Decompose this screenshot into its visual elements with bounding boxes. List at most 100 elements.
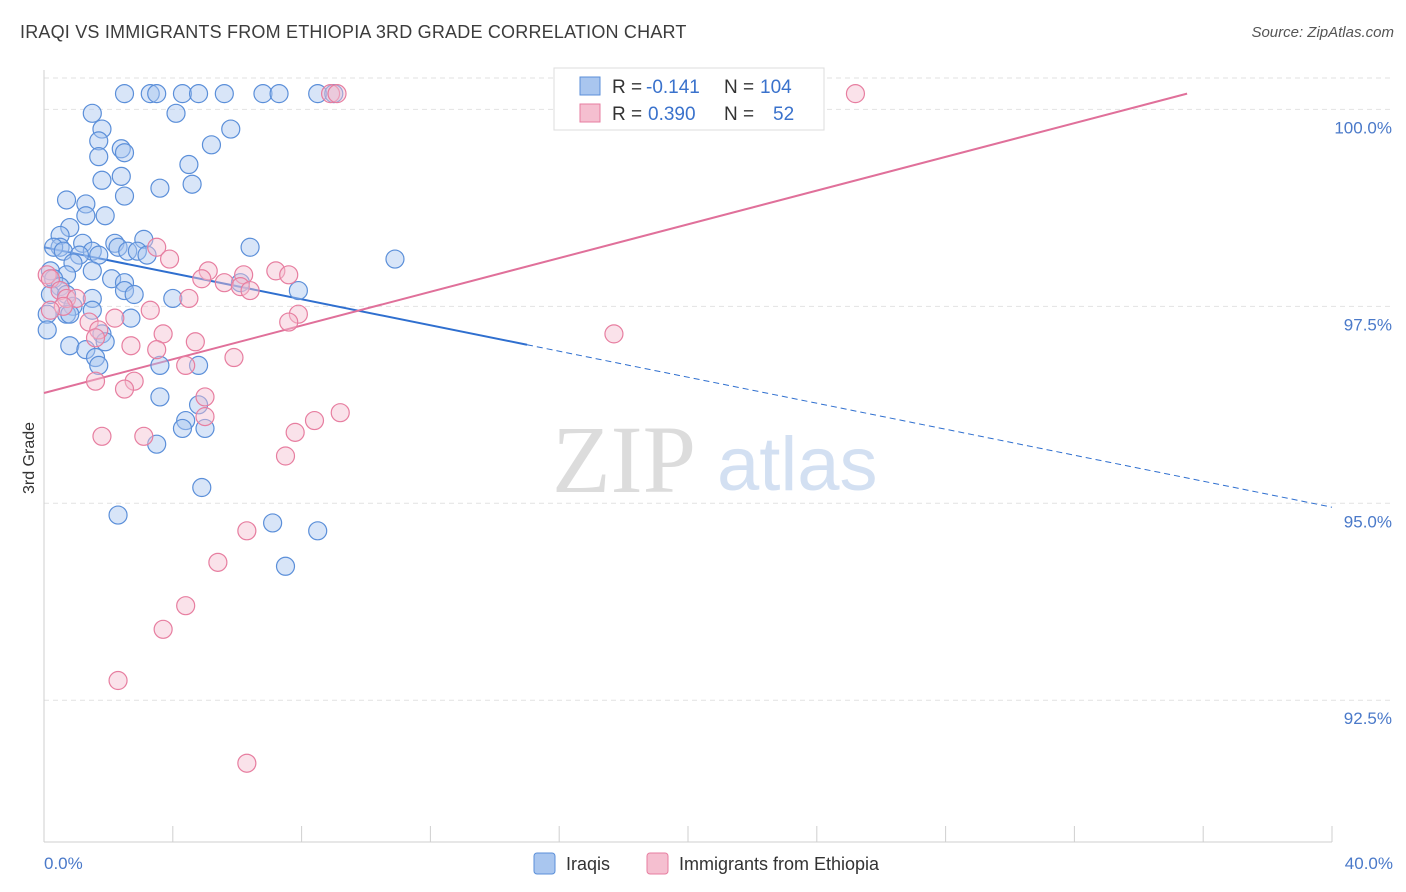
ethiopia-point xyxy=(285,422,305,442)
iraqi-point xyxy=(275,556,296,576)
iraqi-point xyxy=(240,237,260,257)
ethiopia-point xyxy=(195,407,215,427)
iraqi-point xyxy=(188,395,209,415)
iraqi-point xyxy=(288,280,308,301)
source-label: Source: ZipAtlas.com xyxy=(1251,24,1394,41)
ethiopia-point xyxy=(147,340,167,360)
legend-n-label-iraqis: N = xyxy=(724,77,754,98)
iraqi-point xyxy=(89,131,109,151)
ethiopia-point xyxy=(40,300,61,320)
ethiopia-point xyxy=(288,304,308,324)
ethiopia-point xyxy=(176,355,196,376)
legend-r-value-ethiopia: 0.390 xyxy=(648,104,696,125)
iraqi-point xyxy=(124,284,144,305)
iraqi-point xyxy=(221,119,241,139)
ethiopia-point xyxy=(50,280,70,301)
trend-line-ethiopia xyxy=(43,92,1188,394)
legend-n-value-iraqis: 104 xyxy=(760,77,792,98)
ethiopia-point xyxy=(237,521,257,541)
ethiopia-point xyxy=(105,308,125,328)
ethiopia-point xyxy=(266,261,286,281)
iraqi-point xyxy=(137,245,157,265)
watermark-zip: ZIP xyxy=(552,406,696,513)
iraqi-point xyxy=(179,154,199,175)
ethiopia-point xyxy=(195,387,215,407)
iraqi-point xyxy=(166,103,186,123)
ethiopia-point xyxy=(304,410,325,431)
iraqi-point xyxy=(163,288,183,309)
legend-swatch-ethiopia xyxy=(579,103,601,123)
iraqi-point xyxy=(92,170,112,190)
iraqi-point xyxy=(63,253,83,273)
ethiopia-point xyxy=(845,84,866,104)
iraqi-point xyxy=(82,261,102,281)
iraqi-point xyxy=(253,84,273,104)
iraqi-point xyxy=(201,135,222,155)
iraqi-point xyxy=(37,320,57,340)
trend-line-iraqis-extension xyxy=(526,344,1333,508)
series-ethiopia-points xyxy=(37,84,866,773)
ethiopia-point xyxy=(176,596,196,616)
iraqi-point xyxy=(40,284,61,305)
iraqi-point xyxy=(102,269,122,289)
iraqi-point xyxy=(60,336,80,356)
legend-bottom-label-iraqis: Iraqis xyxy=(566,854,610,874)
ethiopia-point xyxy=(208,552,228,572)
iraqi-point xyxy=(150,387,170,407)
legend-stats: R = -0.141 N = 104 R = 0.390 N = 52 xyxy=(553,67,825,131)
iraqi-point xyxy=(111,166,131,186)
ethiopia-point xyxy=(153,619,173,639)
iraqi-point xyxy=(108,237,128,257)
legend-n-label-ethiopia: N = xyxy=(724,104,754,125)
trend-lines xyxy=(43,92,1333,508)
x-tick-labels: 0.0% 40.0% xyxy=(44,854,1393,873)
iraqi-point xyxy=(114,84,135,104)
ethiopia-point xyxy=(327,84,347,104)
iraqi-point xyxy=(82,103,102,123)
ethiopia-point xyxy=(147,237,167,257)
ethiopia-point xyxy=(121,336,141,356)
iraqi-point xyxy=(308,521,328,541)
iraqi-point xyxy=(114,143,135,163)
iraqi-point xyxy=(92,119,112,139)
ethiopia-point xyxy=(124,371,144,391)
legend-n-value-ethiopia: 52 xyxy=(773,104,794,125)
iraqi-point xyxy=(118,241,138,261)
series-iraqis-points xyxy=(37,84,405,576)
iraqi-point xyxy=(127,241,147,261)
iraqi-point xyxy=(269,84,289,104)
legend-r-value-iraqis: -0.141 xyxy=(646,77,700,98)
iraqi-point xyxy=(140,84,160,104)
iraqi-point xyxy=(150,178,170,198)
iraqi-point xyxy=(76,206,96,226)
iraqi-point xyxy=(114,186,135,206)
legend-swatch-iraqis xyxy=(579,76,601,96)
iraqi-point xyxy=(150,355,170,376)
y-tick-labels: 100.0% 97.5% 95.0% 92.5% xyxy=(1334,118,1392,728)
legend-bottom-swatch-ethiopia xyxy=(646,852,669,875)
watermark: ZIP atlas xyxy=(552,406,878,513)
ethiopia-point xyxy=(159,249,180,269)
iraqi-point xyxy=(214,84,234,104)
axes xyxy=(43,70,1333,843)
iraqi-point xyxy=(95,332,115,352)
iraqi-point xyxy=(56,190,77,210)
ethiopia-point xyxy=(114,379,135,399)
y-tick-label: 92.5% xyxy=(1344,709,1392,728)
ethiopia-point xyxy=(108,670,128,691)
ethiopia-point xyxy=(224,347,244,368)
y-tick-label: 100.0% xyxy=(1334,118,1392,137)
legend-series: Iraqis Immigrants from Ethiopia xyxy=(533,852,880,875)
legend-bottom-swatch-iraqis xyxy=(533,852,556,875)
iraqi-point xyxy=(60,217,80,238)
iraqi-point xyxy=(69,245,90,265)
x-tick-label-max: 40.0% xyxy=(1345,854,1393,873)
iraqi-point xyxy=(95,206,115,226)
ethiopia-point xyxy=(192,269,212,289)
ethiopia-point xyxy=(85,371,106,391)
ethiopia-point xyxy=(230,277,251,297)
iraqi-point xyxy=(172,84,193,104)
ethiopia-point xyxy=(140,300,160,320)
ethiopia-point xyxy=(179,288,199,309)
ethiopia-point xyxy=(185,332,205,352)
